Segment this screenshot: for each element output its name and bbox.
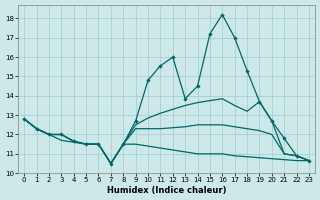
X-axis label: Humidex (Indice chaleur): Humidex (Indice chaleur) [107,186,226,195]
